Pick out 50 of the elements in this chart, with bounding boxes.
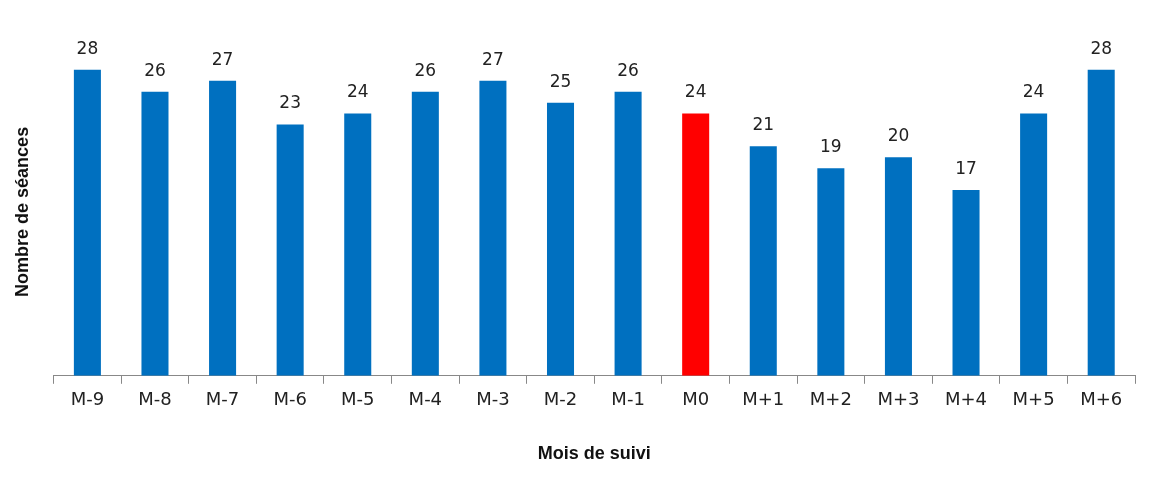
data-label: 28 [76, 37, 99, 58]
x-tick-label: M+4 [944, 388, 988, 410]
x-tick-label: M-5 [341, 388, 375, 410]
bar [73, 69, 101, 376]
data-label: 25 [549, 70, 572, 91]
x-tick-label: M+1 [742, 388, 785, 410]
x-tick-label: M-1 [611, 388, 645, 410]
bar [141, 91, 169, 376]
x-tick-label: M-3 [476, 388, 510, 410]
bar [411, 91, 439, 376]
bar [1087, 69, 1115, 376]
data-label: 27 [211, 48, 234, 69]
data-label: 21 [752, 114, 775, 135]
bar [546, 102, 575, 376]
data-label: 17 [955, 157, 977, 178]
bar [209, 80, 237, 376]
x-tick-label: M0 [682, 388, 710, 410]
x-tick-label: M-4 [408, 388, 443, 410]
x-tick-label: M+5 [1012, 388, 1055, 410]
data-label: 26 [617, 59, 639, 80]
data-label: 28 [1090, 37, 1113, 58]
bar [614, 91, 642, 376]
x-tick-label: M-8 [138, 388, 172, 410]
x-tick-label: M+6 [1080, 388, 1123, 410]
data-label: 24 [346, 81, 369, 102]
data-label: 24 [684, 81, 707, 102]
bar [1020, 113, 1048, 376]
x-tick-label: M-7 [205, 388, 240, 410]
bar [952, 190, 980, 376]
data-label: 26 [144, 59, 166, 80]
bar [682, 113, 710, 376]
data-label: 27 [482, 48, 504, 69]
data-label: 26 [414, 59, 437, 80]
bar [817, 168, 845, 376]
x-tick-label: M-6 [273, 388, 307, 410]
data-label: 23 [279, 92, 301, 113]
bar [479, 80, 507, 376]
bar [884, 157, 912, 376]
y-axis-title: Nombre de séances [11, 126, 32, 297]
bar [749, 146, 777, 376]
data-label: 19 [820, 136, 842, 157]
x-tick-label: M+3 [877, 388, 920, 410]
bar [276, 124, 304, 376]
x-axis-title: Mois de suivi [537, 443, 651, 464]
data-label: 20 [887, 125, 910, 146]
bar [344, 113, 372, 376]
data-label: 24 [1022, 81, 1045, 102]
x-tick-label: M+2 [809, 388, 852, 410]
x-tick-label: M-9 [70, 388, 105, 410]
x-tick-label: M-2 [543, 388, 578, 410]
